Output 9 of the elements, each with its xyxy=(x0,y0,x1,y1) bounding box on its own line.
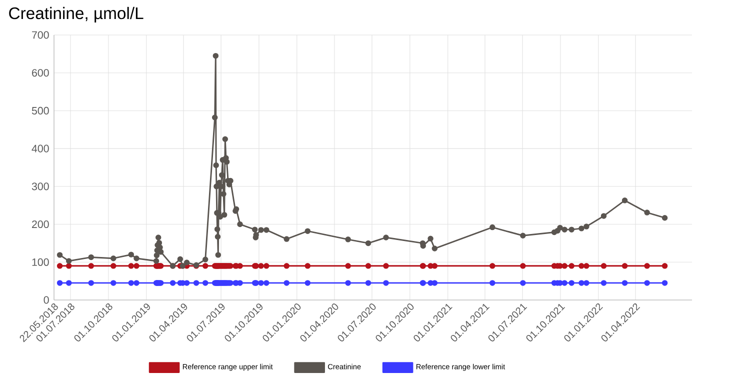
y-tick-label: 200 xyxy=(32,220,49,228)
y-tick-label: 0 xyxy=(44,296,49,304)
chart-title: Creatinine, µmol/L xyxy=(9,6,144,22)
y-tick-label: 100 xyxy=(32,258,49,266)
y-tick-label: 600 xyxy=(32,69,49,77)
y-tick-label: 700 xyxy=(32,31,49,39)
y-tick-label: 500 xyxy=(32,106,49,114)
y-tick-label: 400 xyxy=(32,144,49,152)
y-tick-label: 300 xyxy=(32,182,49,190)
